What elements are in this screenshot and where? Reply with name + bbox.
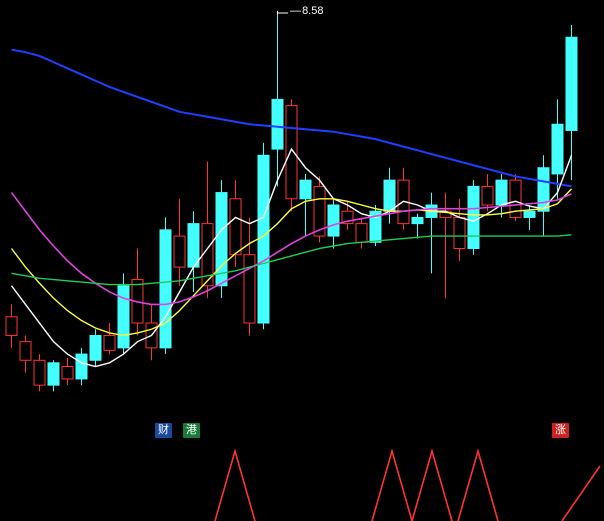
stock-chart[interactable]: — 8.58 财港涨 (0, 0, 604, 521)
candle-body (118, 286, 129, 348)
badge-zhang: 涨 (552, 423, 569, 438)
candle-body (174, 236, 185, 267)
candle-body (272, 99, 283, 149)
candle-body (468, 186, 479, 248)
indicator-peak (215, 451, 255, 521)
candle-body (300, 180, 311, 199)
candle-body (412, 217, 423, 223)
candle-body (384, 180, 395, 211)
candle-body (90, 335, 101, 360)
candle-body (230, 199, 241, 255)
candle-body (496, 180, 507, 205)
candle-body (160, 230, 171, 348)
candle-body (104, 335, 115, 350)
chart-svg (0, 0, 604, 521)
candle-body (482, 186, 493, 205)
candle-body (48, 363, 59, 385)
ma-green (12, 235, 572, 285)
candle-body (20, 342, 31, 361)
candle-body (244, 255, 255, 323)
candle-body (62, 367, 73, 379)
candle-body (34, 360, 45, 385)
candle-body (188, 224, 199, 267)
candle-body (454, 217, 465, 248)
candle-body (328, 205, 339, 236)
indicator-peak (458, 451, 498, 521)
candle-body (76, 354, 87, 379)
candle-body (552, 124, 563, 174)
candle-body (6, 317, 17, 336)
candle-body (566, 37, 577, 130)
candle-body (356, 224, 367, 243)
indicator-peak (372, 451, 412, 521)
badge-cai: 财 (155, 423, 172, 438)
candle-body (524, 211, 535, 217)
indicator-rising (562, 466, 600, 521)
candle-body (258, 155, 269, 323)
candle-body (216, 193, 227, 286)
indicator-peak (412, 451, 452, 521)
badge-gang: 港 (183, 423, 200, 438)
candle-body (286, 106, 297, 199)
